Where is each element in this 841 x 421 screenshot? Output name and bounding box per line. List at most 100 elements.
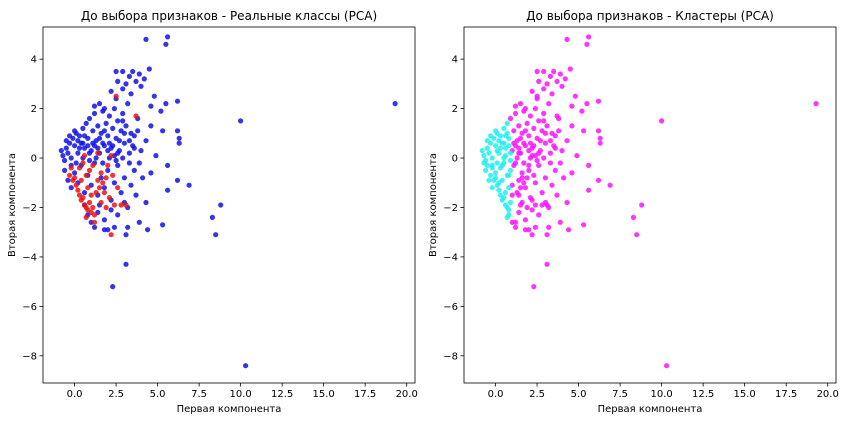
data-point — [143, 138, 149, 144]
data-point — [243, 363, 249, 369]
data-point — [76, 145, 83, 151]
data-point — [115, 162, 121, 168]
data-point — [595, 128, 602, 134]
data-point — [526, 162, 532, 168]
data-point — [125, 224, 131, 230]
series-1-points — [507, 34, 819, 369]
data-point — [105, 133, 111, 139]
data-point — [80, 140, 86, 146]
x-tick-label: 17.5 — [775, 389, 797, 400]
data-point — [136, 219, 142, 225]
data-point — [569, 123, 575, 129]
data-point — [493, 175, 499, 181]
x-axis-label: Первая компонента — [177, 404, 282, 415]
data-point — [165, 34, 171, 40]
data-point — [516, 123, 522, 129]
data-point — [484, 138, 490, 144]
data-point — [522, 185, 529, 191]
data-point — [133, 78, 139, 84]
data-point — [60, 153, 66, 159]
series-2-points — [67, 93, 139, 238]
data-point — [113, 68, 119, 75]
data-point — [123, 232, 129, 238]
data-point — [392, 101, 398, 107]
data-point — [105, 148, 111, 154]
data-point — [91, 110, 98, 117]
data-point — [101, 128, 107, 134]
data-point — [131, 133, 137, 139]
data-point — [542, 140, 549, 146]
data-point — [527, 195, 534, 201]
data-point — [566, 227, 572, 233]
data-point — [549, 182, 555, 188]
data-point — [531, 125, 537, 131]
data-point — [105, 227, 111, 233]
data-point — [78, 177, 84, 183]
data-point — [100, 140, 106, 146]
data-point — [531, 172, 537, 178]
data-point — [481, 153, 487, 159]
data-point — [529, 207, 535, 213]
data-point — [111, 180, 117, 186]
y-tick-label: −6 — [443, 302, 458, 313]
data-point — [489, 165, 495, 171]
data-point — [93, 155, 99, 161]
data-point — [509, 192, 515, 198]
data-point — [123, 202, 129, 208]
data-point — [634, 232, 640, 238]
data-point — [174, 128, 181, 134]
data-point — [111, 202, 117, 208]
data-point — [174, 177, 181, 183]
x-tick-label: 10.0 — [650, 389, 672, 400]
data-point — [574, 153, 580, 159]
data-point — [526, 227, 532, 233]
data-point — [140, 175, 146, 181]
data-point — [597, 135, 603, 141]
data-point — [504, 130, 510, 136]
data-point — [519, 170, 525, 176]
data-point — [213, 232, 219, 238]
data-point — [238, 118, 244, 124]
data-point — [110, 284, 116, 290]
data-point — [546, 224, 552, 230]
y-tick-label: −2 — [22, 203, 37, 214]
data-point — [75, 150, 81, 156]
data-point — [116, 138, 122, 144]
data-point — [569, 103, 575, 109]
y-tick-label: −4 — [22, 252, 37, 263]
data-point — [519, 199, 525, 206]
data-point — [126, 73, 132, 79]
plot-panel-2: 0.0 2.5 5.0 7.5 10.0 12.5 15.0 17.5 20.0 4 2 0 −2 −4 −… — [428, 9, 839, 415]
data-point — [526, 167, 532, 173]
data-point — [113, 93, 119, 99]
y-tick-label: 4 — [452, 55, 458, 66]
data-point — [542, 130, 549, 136]
data-point — [547, 150, 554, 156]
data-point — [90, 140, 96, 146]
data-point — [595, 177, 602, 183]
data-point — [586, 34, 592, 40]
data-point — [76, 165, 83, 171]
y-axis-label: Вторая компонента — [428, 153, 439, 257]
data-point — [506, 143, 512, 149]
data-point — [664, 363, 670, 369]
data-point — [68, 155, 74, 161]
data-point — [120, 68, 126, 75]
data-point — [135, 128, 141, 134]
data-point — [521, 180, 527, 186]
data-point — [534, 93, 540, 99]
data-point — [91, 103, 98, 109]
data-point — [83, 214, 89, 220]
data-point — [539, 202, 545, 208]
data-point — [559, 83, 565, 89]
data-point — [115, 150, 121, 156]
x-tick-label: 20.0 — [396, 389, 418, 400]
data-point — [143, 199, 149, 206]
data-point — [106, 113, 112, 119]
data-point — [86, 115, 93, 122]
y-tick-label: −8 — [22, 351, 37, 362]
data-point — [106, 195, 112, 201]
data-point — [552, 133, 558, 139]
data-point — [511, 140, 517, 146]
